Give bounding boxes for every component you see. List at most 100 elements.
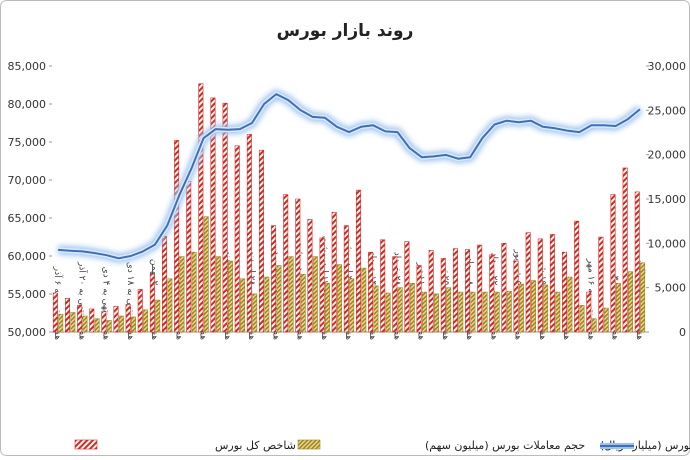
y2-tick-label: 0 xyxy=(679,326,686,339)
bar xyxy=(283,194,289,333)
bar xyxy=(531,280,537,333)
y2-tick-label: 25,000 xyxy=(648,104,687,117)
bar xyxy=(355,189,361,333)
bar xyxy=(361,267,367,333)
bar xyxy=(258,149,264,333)
bar xyxy=(446,287,452,333)
bar xyxy=(598,236,604,333)
bar xyxy=(89,308,95,333)
legend-swatch xyxy=(297,439,321,450)
y-tick-label: 70,000 xyxy=(8,174,47,187)
bar xyxy=(409,282,415,333)
bar xyxy=(586,291,592,333)
bar xyxy=(518,283,524,333)
y-tick-label: 65,000 xyxy=(8,212,47,225)
bar xyxy=(312,256,318,333)
bar xyxy=(368,251,374,333)
bar xyxy=(276,265,282,333)
bar xyxy=(385,292,391,333)
bar xyxy=(307,219,313,333)
bar xyxy=(343,225,349,333)
bar xyxy=(562,251,568,333)
bar xyxy=(234,145,240,333)
bar xyxy=(137,289,143,333)
bar xyxy=(264,276,270,333)
bar xyxy=(155,299,161,333)
bar xyxy=(622,167,628,333)
bar xyxy=(295,198,301,333)
y2-tick-label: 30,000 xyxy=(648,60,687,73)
bar xyxy=(65,298,70,333)
bar xyxy=(494,291,500,333)
y-tick-label: 85,000 xyxy=(8,60,47,73)
bar xyxy=(440,258,446,333)
bar xyxy=(615,282,621,333)
x-tick-label: هفته منتهی به ۴ دی xyxy=(101,267,111,341)
bar xyxy=(143,309,149,333)
bar xyxy=(567,276,573,333)
bar xyxy=(537,238,543,333)
bar xyxy=(203,216,209,333)
bar xyxy=(603,307,609,333)
bar xyxy=(113,305,119,333)
bar xyxy=(482,291,488,333)
bar xyxy=(506,290,512,333)
bar xyxy=(252,293,258,333)
bar xyxy=(458,291,464,333)
bar xyxy=(373,285,379,333)
bar xyxy=(634,191,640,333)
bar xyxy=(579,305,585,333)
bar xyxy=(610,194,616,333)
bar xyxy=(101,311,107,333)
y-tick-label: 55,000 xyxy=(8,288,47,301)
bar xyxy=(452,248,458,333)
bar xyxy=(222,102,228,333)
bar xyxy=(161,235,167,333)
bar xyxy=(94,318,100,333)
bar xyxy=(416,265,422,333)
bar xyxy=(525,232,531,333)
bar xyxy=(82,315,88,333)
bar xyxy=(501,243,507,333)
bar xyxy=(210,97,216,333)
bar xyxy=(324,282,330,333)
bar xyxy=(125,304,131,333)
bar xyxy=(331,212,337,333)
bar xyxy=(640,262,646,333)
bar xyxy=(58,313,64,333)
bar xyxy=(167,278,173,333)
bar xyxy=(106,320,112,333)
bar xyxy=(477,244,483,333)
bar xyxy=(246,133,252,333)
bar xyxy=(543,284,549,333)
bar xyxy=(555,291,561,333)
y-tick-label: 75,000 xyxy=(8,136,47,149)
line xyxy=(58,93,641,260)
y-tick-label: 60,000 xyxy=(8,250,47,263)
bar xyxy=(191,251,197,333)
bar xyxy=(380,239,386,333)
bar xyxy=(240,278,246,333)
x-tick-label: هفته منتهی به ۱۸ دی xyxy=(125,262,135,341)
bar xyxy=(628,271,633,333)
legend-label: شاخص کل بورس xyxy=(215,439,296,452)
bar xyxy=(271,225,277,333)
y2-tick-label: 15,000 xyxy=(648,193,687,206)
bar xyxy=(349,278,355,333)
bar xyxy=(421,291,427,333)
bar xyxy=(288,256,294,333)
bar xyxy=(227,260,233,333)
bar xyxy=(574,220,580,333)
bar xyxy=(549,234,555,333)
y2-tick-label: 5,000 xyxy=(655,282,687,295)
bar xyxy=(198,83,204,333)
bar xyxy=(319,237,325,333)
bar xyxy=(404,241,410,333)
bar xyxy=(149,274,155,333)
bar xyxy=(397,287,403,333)
bar xyxy=(186,180,192,333)
bar xyxy=(118,315,124,333)
bar xyxy=(52,292,58,333)
bar xyxy=(392,256,398,333)
